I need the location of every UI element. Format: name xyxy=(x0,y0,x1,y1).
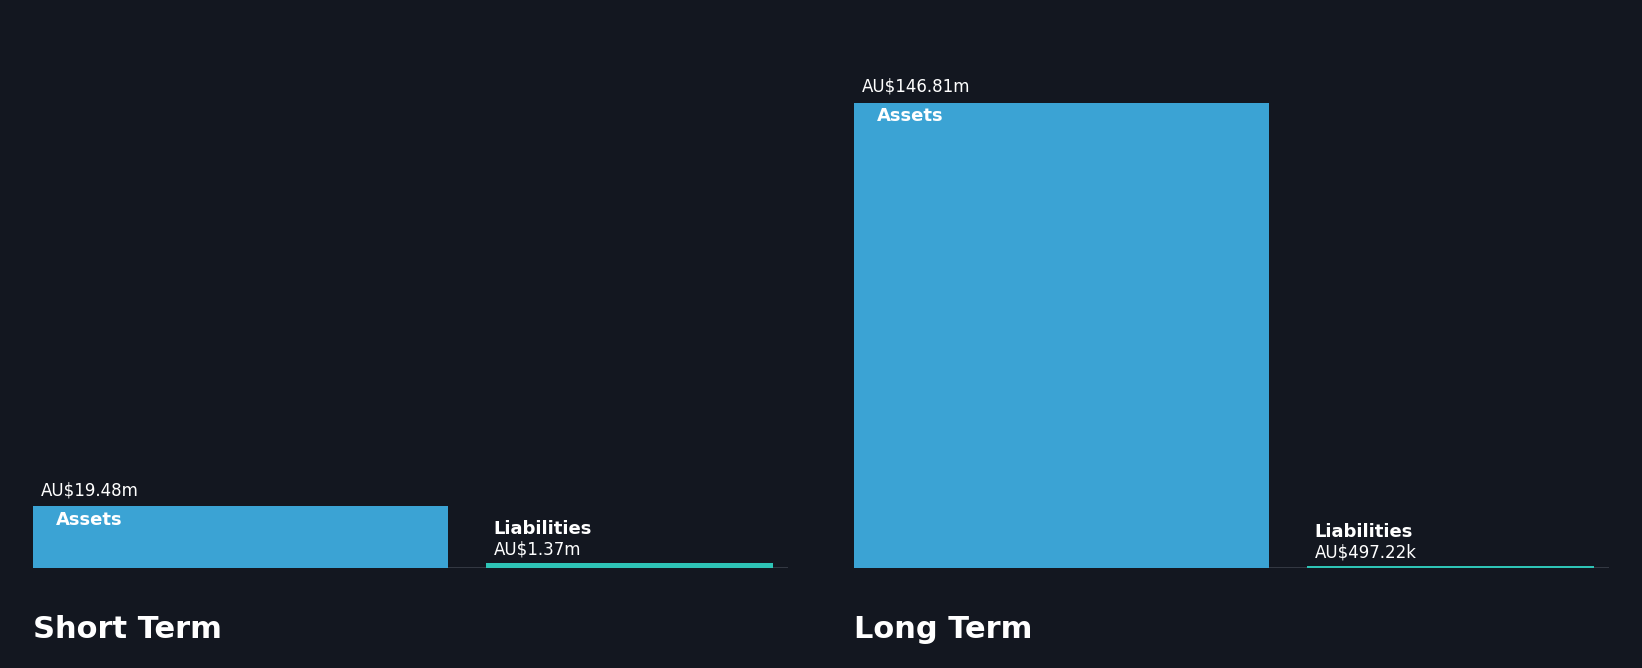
Bar xyxy=(486,564,773,568)
Text: Assets: Assets xyxy=(877,108,943,125)
Text: AU$497.22k: AU$497.22k xyxy=(1315,544,1417,562)
Text: AU$1.37m: AU$1.37m xyxy=(494,541,581,559)
Text: Long Term: Long Term xyxy=(854,615,1033,644)
Text: Short Term: Short Term xyxy=(33,615,222,644)
Text: AU$19.48m: AU$19.48m xyxy=(41,481,138,499)
Text: Liabilities: Liabilities xyxy=(1315,522,1414,540)
Bar xyxy=(1307,566,1594,568)
Text: Liabilities: Liabilities xyxy=(494,520,593,538)
Text: AU$146.81m: AU$146.81m xyxy=(862,77,970,96)
Text: Assets: Assets xyxy=(56,511,122,529)
Bar xyxy=(33,506,448,568)
Bar xyxy=(854,103,1269,568)
